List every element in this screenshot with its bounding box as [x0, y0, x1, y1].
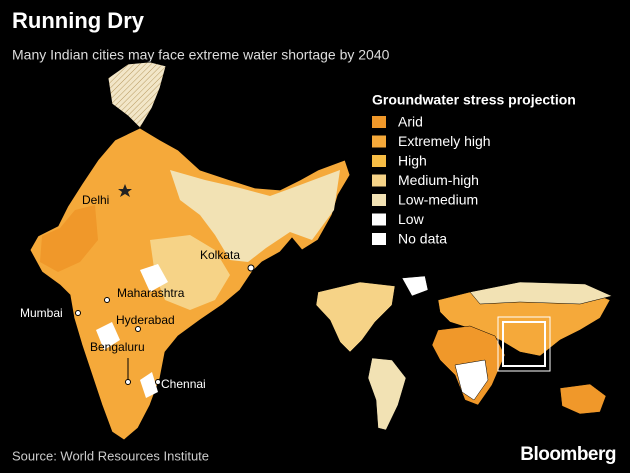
- legend-swatch: [372, 116, 386, 128]
- city-label: Hyderabad: [116, 313, 175, 327]
- city-label: Kolkata: [200, 248, 240, 262]
- city-marker: [247, 264, 255, 272]
- legend-swatch: [372, 174, 386, 187]
- city-marker: [75, 310, 81, 316]
- legend-label: Medium-high: [398, 172, 479, 188]
- legend-swatch: [372, 135, 386, 148]
- india-highlight-box: [502, 321, 546, 367]
- legend-label: Extremely high: [398, 133, 491, 149]
- city-label: Bengaluru: [90, 340, 145, 354]
- subtitle: Many Indian cities may face extreme wate…: [12, 47, 390, 63]
- india-map: Delhi Kolkata Maharashtra Mumbai Hyderab…: [20, 61, 351, 441]
- africa-south: [454, 359, 489, 401]
- india-highlight-box-inner: [497, 316, 551, 372]
- legend-swatch: [372, 194, 386, 206]
- greenland: [401, 275, 429, 297]
- brand: Bloomberg: [520, 444, 616, 465]
- world-inset: [315, 275, 613, 431]
- medium-high-patch: [150, 235, 230, 310]
- legend-label: Low: [398, 211, 425, 227]
- title: Running Dry: [12, 8, 145, 33]
- legend-label: Arid: [398, 114, 423, 130]
- legend-swatch: [372, 233, 386, 245]
- legend-label: No data: [398, 231, 447, 247]
- city-label: Maharashtra: [117, 286, 185, 300]
- city-label: Delhi: [82, 193, 109, 207]
- legend-label: High: [398, 153, 427, 169]
- source: Source: World Resources Institute: [12, 448, 209, 463]
- north-america: [315, 281, 396, 353]
- legend-swatch: [372, 155, 386, 167]
- low-patch: [96, 264, 168, 398]
- delhi-star: [118, 184, 132, 197]
- city-marker: [155, 379, 161, 385]
- arid-west: [40, 205, 98, 272]
- city-label: Mumbai: [20, 306, 63, 320]
- north-asia: [469, 281, 613, 305]
- city-label: Chennai: [161, 377, 206, 391]
- city-marker: [135, 326, 141, 332]
- city-marker: [104, 297, 110, 303]
- legend-label: Low-medium: [398, 192, 478, 208]
- south-america: [367, 357, 407, 431]
- city-marker: [125, 379, 131, 385]
- legend: Arid Extremely high High Medium-high Low-med…: [372, 114, 491, 247]
- kashmir-region: [107, 61, 167, 129]
- low-stress-east: [170, 170, 340, 262]
- legend-swatch: [372, 213, 386, 226]
- legend-title: Groundwater stress projection: [372, 92, 576, 108]
- australia: [559, 383, 607, 415]
